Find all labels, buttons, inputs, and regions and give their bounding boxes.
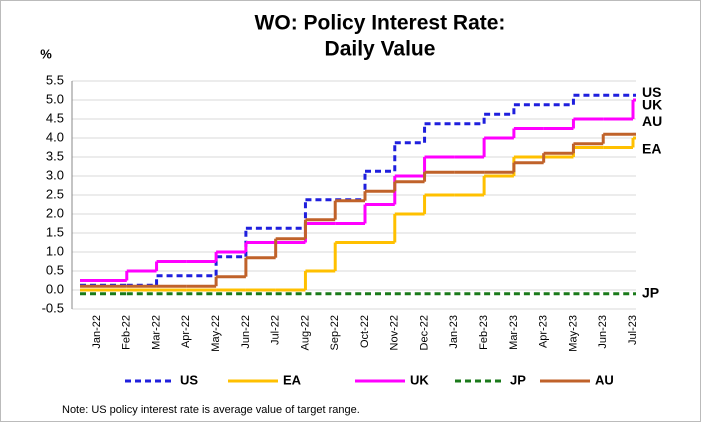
series-end-label: EA xyxy=(642,141,661,157)
chart-title: WO: Policy Interest Rate: xyxy=(255,12,506,35)
legend-label: EA xyxy=(283,372,302,387)
series-end-label: US xyxy=(642,84,661,100)
x-tick-label: Jan-23 xyxy=(448,315,460,349)
legend-label: US xyxy=(180,372,198,387)
x-tick-label: Jun-22 xyxy=(240,315,252,349)
y-tick-label: 4.5 xyxy=(46,110,64,125)
y-tick-label: 2.5 xyxy=(46,186,64,201)
x-tick-label: Jul-23 xyxy=(627,315,639,345)
y-tick-label: 1.0 xyxy=(46,243,64,258)
x-tick-label: Feb-23 xyxy=(478,315,490,350)
y-tick-label: 3.5 xyxy=(46,148,64,163)
series-end-label: UK xyxy=(642,97,662,113)
x-tick-label: Oct-22 xyxy=(359,315,371,348)
legend-label: UK xyxy=(410,372,429,387)
y-tick-label: 3.0 xyxy=(46,167,64,182)
x-tick-label: Jan-22 xyxy=(91,315,103,349)
y-tick-label: 2.0 xyxy=(46,205,64,220)
legend-label: AU xyxy=(595,372,614,387)
y-tick-label: -0.5 xyxy=(42,300,64,315)
legend-label: JP xyxy=(510,372,526,387)
x-tick-label: Jul-22 xyxy=(270,315,282,345)
y-tick-label: 5.0 xyxy=(46,91,64,106)
x-tick-label: Apr-22 xyxy=(180,315,192,348)
x-tick-label: Apr-23 xyxy=(538,315,550,348)
x-tick-label: Mar-23 xyxy=(508,315,520,350)
x-tick-label: Feb-22 xyxy=(121,315,133,350)
x-tick-label: Dec-22 xyxy=(418,315,430,350)
series-end-label: AU xyxy=(642,113,662,129)
y-tick-label: 0.0 xyxy=(46,281,64,296)
chart-title: Daily Value xyxy=(325,38,436,61)
x-tick-label: May-22 xyxy=(210,315,222,352)
y-tick-label: 0.5 xyxy=(46,262,64,277)
y-tick-label: 1.5 xyxy=(46,224,64,239)
x-tick-label: Nov-22 xyxy=(389,315,401,350)
x-tick-label: Sep-22 xyxy=(329,315,341,350)
x-tick-label: Aug-22 xyxy=(299,315,311,350)
y-tick-label: 4.0 xyxy=(46,129,64,144)
x-tick-label: Jun-23 xyxy=(597,315,609,349)
note: Note: US policy interest rate is average… xyxy=(62,404,360,416)
series-end-label: JP xyxy=(642,285,659,301)
x-tick-label: May-23 xyxy=(567,315,579,352)
x-tick-label: Mar-22 xyxy=(150,315,162,350)
y-axis-label: % xyxy=(40,46,52,61)
y-tick-label: 5.5 xyxy=(46,72,64,87)
